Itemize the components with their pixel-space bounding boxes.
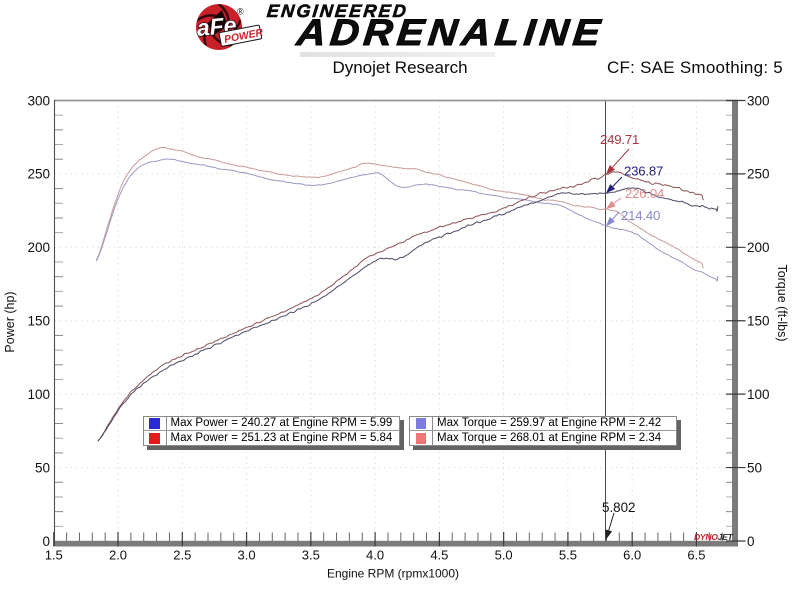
svg-text:226.04: 226.04 (625, 186, 664, 201)
svg-text:2.0: 2.0 (109, 548, 127, 563)
svg-text:Power (hp): Power (hp) (3, 291, 17, 352)
svg-text:249.71: 249.71 (600, 132, 639, 147)
svg-text:200: 200 (27, 240, 50, 255)
svg-text:4.0: 4.0 (366, 548, 384, 563)
svg-text:6.0: 6.0 (623, 548, 641, 563)
svg-text:50: 50 (747, 460, 762, 475)
svg-text:300: 300 (27, 93, 50, 108)
svg-text:0: 0 (747, 534, 755, 549)
svg-text:150: 150 (27, 314, 50, 329)
svg-text:5.5: 5.5 (559, 548, 577, 563)
svg-text:3.5: 3.5 (302, 548, 320, 563)
svg-text:150: 150 (747, 314, 770, 329)
svg-text:1.5: 1.5 (45, 548, 63, 563)
svg-text:100: 100 (747, 387, 770, 402)
svg-text:Engine RPM (rpmx1000): Engine RPM (rpmx1000) (327, 567, 459, 581)
svg-text:Torque (ft-lbs): Torque (ft-lbs) (775, 264, 789, 341)
svg-text:DYNOJET: DYNOJET (694, 532, 734, 542)
svg-text:214.40: 214.40 (621, 208, 660, 223)
svg-text:0: 0 (42, 534, 50, 549)
svg-text:250: 250 (27, 167, 50, 182)
svg-text:6.5: 6.5 (687, 548, 705, 563)
svg-text:4.5: 4.5 (430, 548, 448, 563)
svg-text:300: 300 (747, 93, 770, 108)
svg-text:®: ® (237, 7, 244, 17)
svg-text:2.5: 2.5 (173, 548, 191, 563)
svg-text:236.87: 236.87 (624, 164, 663, 179)
svg-text:50: 50 (35, 460, 50, 475)
svg-text:5.0: 5.0 (495, 548, 513, 563)
svg-text:3.0: 3.0 (238, 548, 256, 563)
svg-text:200: 200 (747, 240, 770, 255)
svg-text:250: 250 (747, 167, 770, 182)
svg-text:100: 100 (27, 387, 50, 402)
svg-text:5.802: 5.802 (602, 500, 636, 515)
